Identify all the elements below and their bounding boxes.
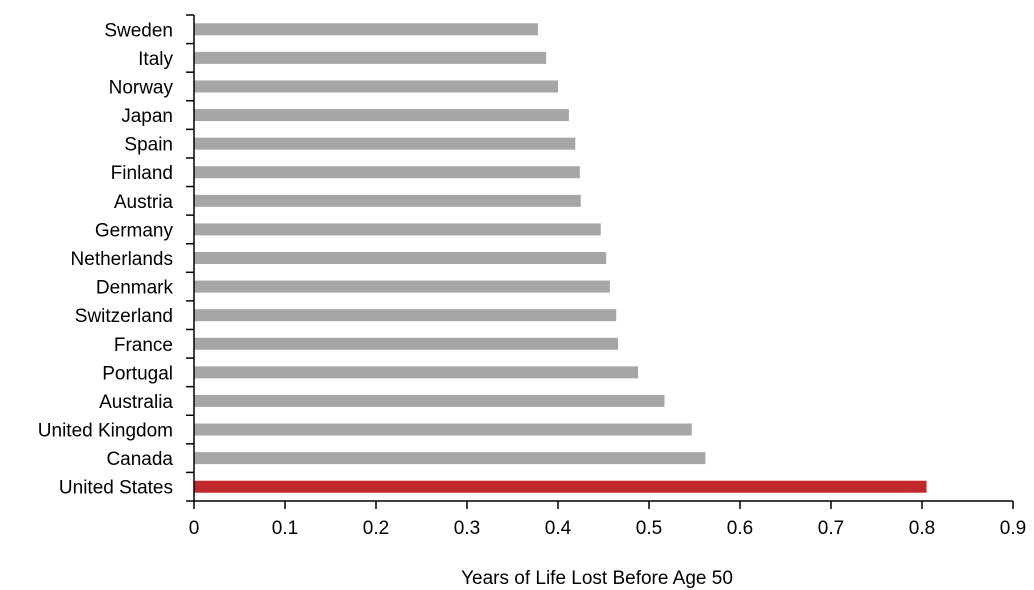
x-tick-label: 0.1 [272, 518, 298, 539]
category-label-portugal: Portugal [102, 363, 173, 384]
x-tick-label: 0.8 [909, 518, 935, 539]
bar-australia [194, 394, 665, 407]
category-label-united-states: United States [59, 478, 173, 499]
bar-sweden [194, 23, 538, 36]
category-label-netherlands: Netherlands [71, 249, 173, 270]
category-label-norway: Norway [109, 77, 174, 98]
category-label-france: France [114, 335, 173, 356]
category-label-denmark: Denmark [96, 278, 174, 299]
category-label-switzerland: Switzerland [75, 306, 173, 327]
x-tick-label: 0.6 [727, 518, 753, 539]
y-axis [186, 14, 195, 502]
bar-netherlands [194, 252, 607, 264]
bar-denmark [194, 280, 610, 293]
bar-japan [194, 109, 569, 122]
category-label-united-kingdom: United Kingdom [38, 421, 173, 442]
x-tick-label: 0.5 [636, 518, 662, 539]
bar-united-states [194, 480, 927, 493]
bar-france [194, 337, 619, 350]
category-label-canada: Canada [106, 449, 173, 470]
x-tick-label: 0.2 [363, 518, 389, 539]
category-label-finland: Finland [111, 163, 173, 184]
bar-united-kingdom [194, 423, 692, 436]
bar-norway [194, 80, 558, 93]
x-tick-label: 0 [189, 518, 200, 539]
bar-finland [194, 166, 580, 179]
bar-austria [194, 194, 581, 207]
bar-spain [194, 137, 576, 150]
bar-switzerland [194, 309, 617, 322]
x-tick-label: 0.3 [454, 518, 480, 539]
bars-group [194, 23, 927, 493]
x-tick-label: 0.9 [1000, 518, 1026, 539]
category-label-germany: Germany [95, 220, 174, 241]
category-label-spain: Spain [124, 135, 173, 156]
category-label-japan: Japan [121, 106, 173, 127]
x-axis-title: Years of Life Lost Before Age 50 [461, 568, 733, 589]
x-tick-label: 0.7 [818, 518, 844, 539]
x-tick-label: 0.4 [545, 518, 572, 539]
bar-portugal [194, 366, 639, 379]
bar-canada [194, 452, 706, 465]
x-axis: 0 0.1 0.2 0.3 0.4 0.5 0.6 0.7 0.8 0.9 [189, 500, 1026, 539]
bar-italy [194, 51, 547, 64]
category-label-austria: Austria [114, 192, 174, 213]
category-label-australia: Australia [99, 392, 173, 413]
bar-germany [194, 223, 601, 236]
category-label-italy: Italy [138, 49, 173, 70]
category-label-sweden: Sweden [104, 20, 173, 41]
category-labels: Sweden Italy Norway Japan Spain Finland Austri… [38, 20, 174, 498]
